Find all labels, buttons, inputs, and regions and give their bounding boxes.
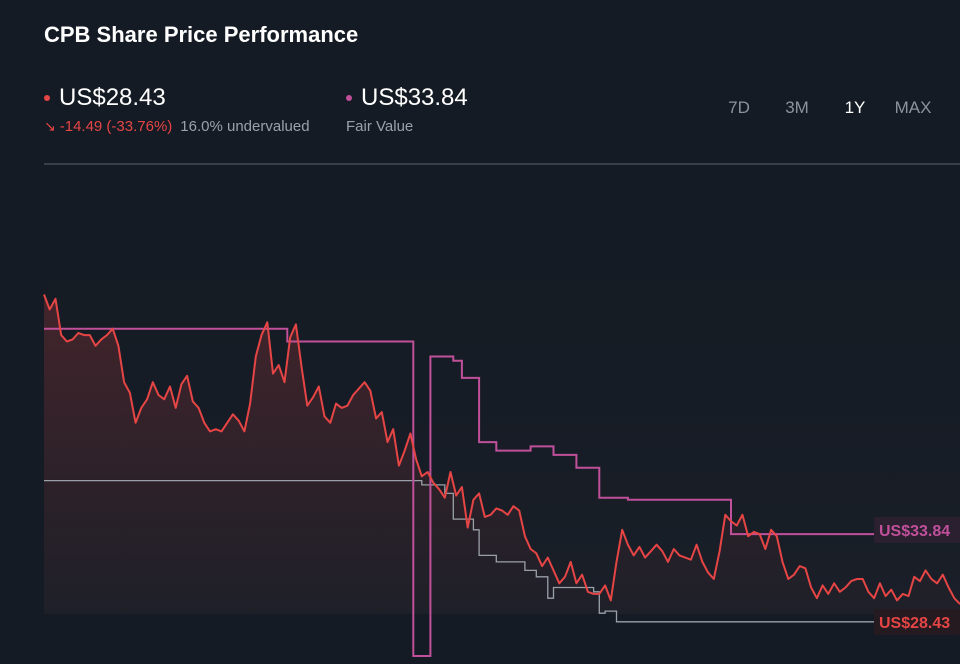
range-1y-button[interactable]: 1Y [844, 98, 866, 117]
arrow-down-right-icon: ↘ [44, 118, 56, 134]
share-price-line [43, 294, 960, 605]
valuation-text: 16.0% undervalued [180, 118, 310, 135]
price-change-text: -14.49 (-33.76%) [59, 118, 173, 135]
fair-value-line [44, 327, 960, 657]
fair-value-dot [346, 95, 352, 101]
share-price-dot [44, 95, 50, 101]
share-price-block: US$28.43 ↘ -14.49 (-33.76%) 16.0% underv… [44, 84, 310, 135]
range-max-button[interactable]: MAX [894, 98, 932, 117]
range-selector: 7D 3M 1Y MAX [710, 98, 942, 118]
price-tag-bg [874, 609, 960, 635]
page-title: CPB Share Price Performance [44, 22, 359, 47]
fair-value-end-tag: US$33.84 [874, 517, 960, 543]
price-tag: US$28.43 [879, 615, 950, 632]
range-3m-button[interactable]: 3M [785, 98, 809, 117]
price-change: ↘ -14.49 (-33.76%) [44, 118, 172, 135]
fair-value-label: Fair Value [346, 118, 414, 135]
share-price-value: US$28.43 [59, 84, 166, 111]
fair-value-block: US$33.84 Fair Value [346, 84, 468, 135]
price-end-tag: US$28.43 [874, 609, 960, 635]
fair-value-tag: US$33.84 [879, 523, 950, 540]
fair-value-value: US$33.84 [361, 84, 468, 111]
price-chart: US$33.84 US$28.43 [43, 163, 960, 657]
fair-value-tag-bg [874, 517, 960, 543]
range-7d-button[interactable]: 7D [728, 98, 750, 117]
